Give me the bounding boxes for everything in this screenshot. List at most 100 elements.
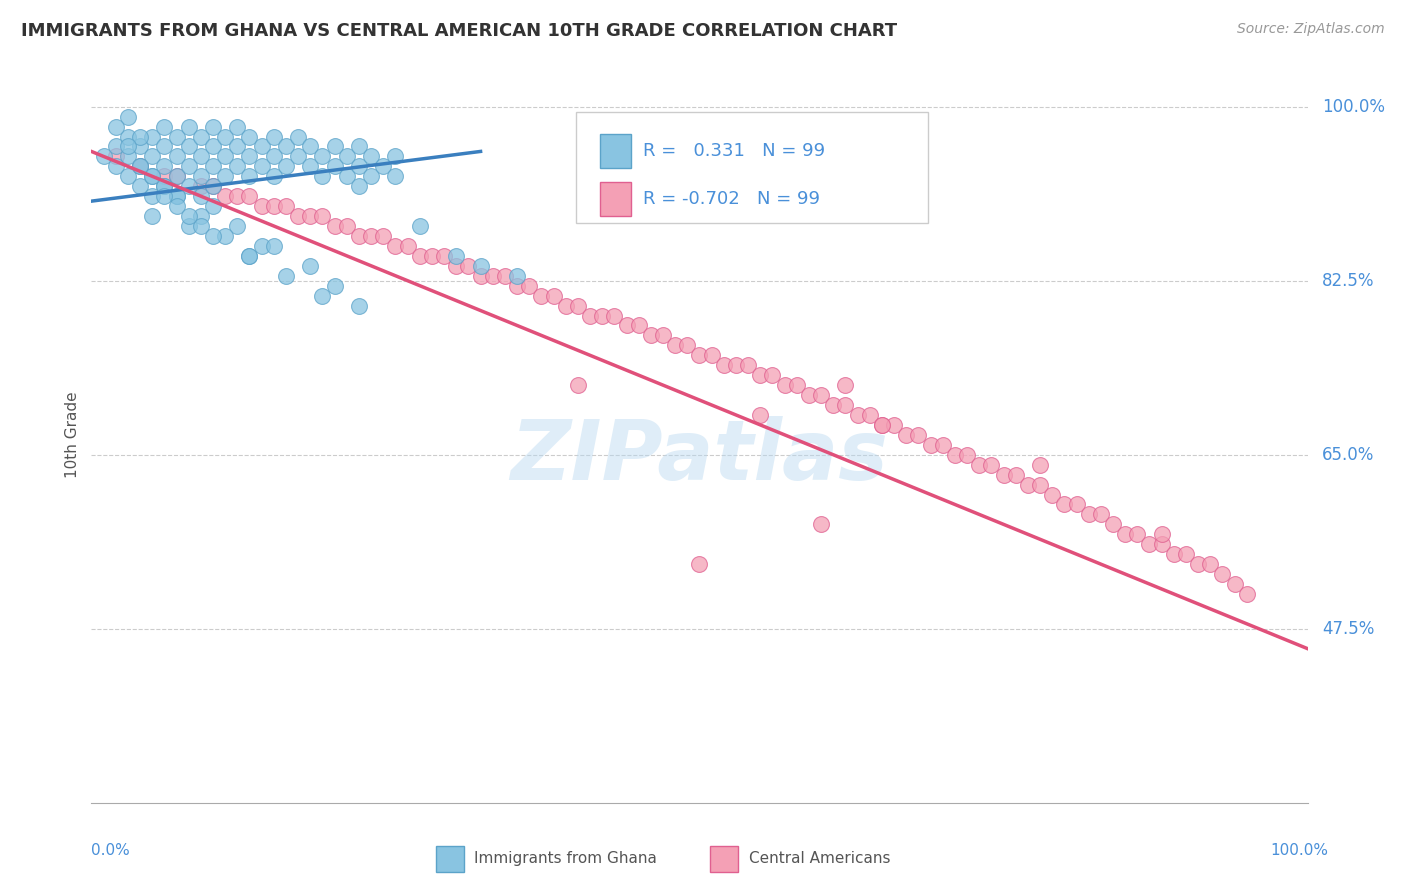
Point	[409, 219, 432, 233]
Point	[238, 129, 260, 144]
Point	[567, 299, 589, 313]
Point	[153, 120, 176, 134]
Point	[226, 120, 249, 134]
Point	[470, 259, 492, 273]
Point	[786, 378, 808, 392]
Point	[202, 179, 225, 194]
Point	[93, 149, 115, 163]
Point	[250, 239, 273, 253]
Point	[299, 209, 322, 223]
Point	[117, 129, 139, 144]
Point	[1029, 477, 1052, 491]
Point	[1040, 487, 1063, 501]
Point	[1077, 508, 1099, 522]
Point	[153, 169, 176, 184]
Point	[347, 229, 370, 244]
Point	[360, 149, 382, 163]
Point	[336, 169, 359, 184]
Text: 82.5%: 82.5%	[1322, 272, 1375, 290]
Point	[956, 448, 979, 462]
Point	[202, 139, 225, 153]
Point	[274, 199, 297, 213]
Point	[931, 438, 953, 452]
Point	[104, 149, 127, 163]
Point	[616, 318, 638, 333]
Point	[190, 189, 212, 203]
Point	[166, 169, 188, 184]
Point	[238, 189, 260, 203]
Point	[409, 249, 432, 263]
Point	[1211, 567, 1233, 582]
Point	[141, 189, 163, 203]
Text: Central Americans: Central Americans	[749, 852, 891, 866]
Point	[141, 149, 163, 163]
Point	[1102, 517, 1125, 532]
Point	[347, 299, 370, 313]
Point	[700, 348, 723, 362]
Text: 47.5%: 47.5%	[1322, 620, 1375, 638]
Point	[870, 417, 893, 432]
Point	[129, 159, 152, 173]
Point	[749, 368, 772, 383]
Point	[263, 199, 285, 213]
Point	[530, 288, 553, 302]
Text: Source: ZipAtlas.com: Source: ZipAtlas.com	[1237, 22, 1385, 37]
Text: 100.0%: 100.0%	[1271, 843, 1329, 858]
Point	[1114, 527, 1136, 541]
Point	[153, 159, 176, 173]
Point	[274, 268, 297, 283]
Point	[153, 139, 176, 153]
Point	[202, 120, 225, 134]
Point	[153, 179, 176, 194]
Point	[1223, 577, 1246, 591]
Point	[967, 458, 990, 472]
Point	[141, 169, 163, 184]
Text: 65.0%: 65.0%	[1322, 446, 1375, 464]
Point	[129, 179, 152, 194]
Point	[323, 278, 346, 293]
Point	[737, 358, 759, 372]
Point	[652, 328, 675, 343]
Point	[311, 209, 333, 223]
Point	[444, 249, 467, 263]
Point	[1126, 527, 1149, 541]
Point	[360, 229, 382, 244]
Point	[384, 149, 406, 163]
Point	[603, 309, 626, 323]
Text: R = -0.702   N = 99: R = -0.702 N = 99	[643, 190, 820, 208]
Point	[943, 448, 966, 462]
Point	[384, 169, 406, 184]
Point	[980, 458, 1002, 472]
Point	[384, 239, 406, 253]
Point	[688, 348, 710, 362]
Point	[166, 149, 188, 163]
Point	[311, 169, 333, 184]
Point	[323, 159, 346, 173]
Point	[263, 169, 285, 184]
Point	[676, 338, 699, 352]
Point	[993, 467, 1015, 482]
Point	[104, 120, 127, 134]
Point	[263, 149, 285, 163]
Point	[1139, 537, 1161, 551]
Point	[226, 139, 249, 153]
Point	[153, 179, 176, 194]
Text: R =   0.331   N = 99: R = 0.331 N = 99	[643, 142, 825, 160]
Point	[396, 239, 419, 253]
Point	[214, 229, 236, 244]
Point	[347, 159, 370, 173]
Point	[1236, 587, 1258, 601]
Point	[190, 209, 212, 223]
Point	[202, 159, 225, 173]
Point	[688, 557, 710, 571]
Point	[190, 149, 212, 163]
Point	[1150, 527, 1173, 541]
Point	[190, 169, 212, 184]
Point	[166, 129, 188, 144]
Point	[347, 139, 370, 153]
Point	[274, 159, 297, 173]
Point	[177, 120, 200, 134]
Point	[823, 398, 845, 412]
Point	[360, 169, 382, 184]
Point	[920, 438, 942, 452]
